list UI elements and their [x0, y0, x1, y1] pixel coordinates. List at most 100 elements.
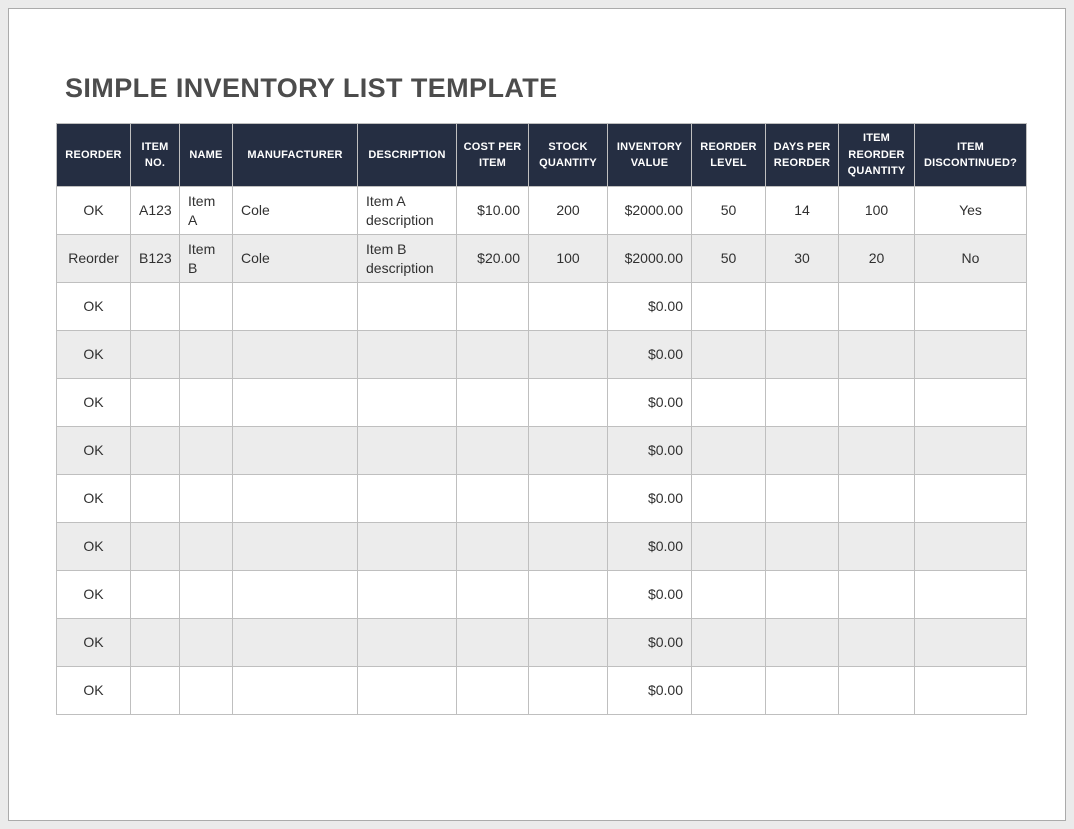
cell-item-reorder-quantity[interactable]	[838, 282, 915, 331]
cell-stock-quantity[interactable]	[528, 522, 608, 571]
cell-item-discontinued[interactable]	[914, 666, 1027, 715]
cell-days-per-reorder[interactable]: 14	[765, 186, 839, 235]
cell-item-reorder-quantity[interactable]	[838, 570, 915, 619]
cell-reorder[interactable]: OK	[56, 666, 131, 715]
cell-cost-per-item[interactable]	[456, 330, 529, 379]
col-header-cost-per-item[interactable]: COST PER ITEM	[456, 123, 529, 187]
cell-reorder-level[interactable]	[691, 426, 766, 475]
cell-description[interactable]: Item B description	[357, 234, 457, 283]
cell-item-reorder-quantity[interactable]	[838, 330, 915, 379]
cell-name[interactable]: Item B	[179, 234, 233, 283]
cell-description[interactable]	[357, 666, 457, 715]
cell-manufacturer[interactable]: Cole	[232, 234, 358, 283]
cell-days-per-reorder[interactable]	[765, 618, 839, 667]
cell-item-no[interactable]	[130, 666, 180, 715]
cell-name[interactable]	[179, 618, 233, 667]
cell-reorder-level[interactable]	[691, 330, 766, 379]
cell-reorder[interactable]: OK	[56, 474, 131, 523]
col-header-item-reorder-quantity[interactable]: ITEM REORDER QUANTITY	[838, 123, 915, 187]
cell-item-no[interactable]	[130, 282, 180, 331]
cell-item-discontinued[interactable]	[914, 426, 1027, 475]
cell-item-no[interactable]	[130, 522, 180, 571]
cell-item-discontinued[interactable]: Yes	[914, 186, 1027, 235]
cell-item-reorder-quantity[interactable]	[838, 618, 915, 667]
cell-inventory-value[interactable]: $2000.00	[607, 186, 692, 235]
cell-days-per-reorder[interactable]	[765, 282, 839, 331]
cell-name[interactable]	[179, 282, 233, 331]
cell-days-per-reorder[interactable]	[765, 474, 839, 523]
cell-item-reorder-quantity[interactable]: 20	[838, 234, 915, 283]
cell-manufacturer[interactable]	[232, 618, 358, 667]
cell-reorder-level[interactable]	[691, 474, 766, 523]
cell-name[interactable]: Item A	[179, 186, 233, 235]
col-header-description[interactable]: DESCRIPTION	[357, 123, 457, 187]
col-header-item-discontinued[interactable]: ITEM DISCONTINUED?	[914, 123, 1027, 187]
col-header-manufacturer[interactable]: MANUFACTURER	[232, 123, 358, 187]
cell-item-discontinued[interactable]: No	[914, 234, 1027, 283]
cell-name[interactable]	[179, 330, 233, 379]
cell-manufacturer[interactable]	[232, 522, 358, 571]
cell-item-discontinued[interactable]	[914, 330, 1027, 379]
cell-inventory-value[interactable]: $0.00	[607, 378, 692, 427]
cell-cost-per-item[interactable]	[456, 378, 529, 427]
cell-manufacturer[interactable]	[232, 330, 358, 379]
cell-stock-quantity[interactable]	[528, 666, 608, 715]
cell-item-reorder-quantity[interactable]	[838, 522, 915, 571]
cell-cost-per-item[interactable]	[456, 666, 529, 715]
cell-item-reorder-quantity[interactable]	[838, 378, 915, 427]
cell-cost-per-item[interactable]	[456, 426, 529, 475]
cell-item-reorder-quantity[interactable]	[838, 474, 915, 523]
cell-reorder-level[interactable]	[691, 666, 766, 715]
cell-reorder[interactable]: OK	[56, 282, 131, 331]
cell-reorder[interactable]: OK	[56, 330, 131, 379]
cell-days-per-reorder[interactable]	[765, 426, 839, 475]
cell-item-no[interactable]	[130, 426, 180, 475]
cell-item-discontinued[interactable]	[914, 618, 1027, 667]
cell-inventory-value[interactable]: $0.00	[607, 330, 692, 379]
cell-reorder-level[interactable]	[691, 282, 766, 331]
cell-name[interactable]	[179, 378, 233, 427]
cell-cost-per-item[interactable]	[456, 618, 529, 667]
cell-inventory-value[interactable]: $0.00	[607, 666, 692, 715]
col-header-days-per-reorder[interactable]: DAYS PER REORDER	[765, 123, 839, 187]
col-header-stock-quantity[interactable]: STOCK QUANTITY	[528, 123, 608, 187]
cell-cost-per-item[interactable]	[456, 474, 529, 523]
cell-stock-quantity[interactable]: 100	[528, 234, 608, 283]
cell-name[interactable]	[179, 570, 233, 619]
cell-name[interactable]	[179, 522, 233, 571]
col-header-reorder[interactable]: REORDER	[56, 123, 131, 187]
cell-stock-quantity[interactable]	[528, 378, 608, 427]
cell-manufacturer[interactable]: Cole	[232, 186, 358, 235]
cell-item-no[interactable]: A123	[130, 186, 180, 235]
cell-item-discontinued[interactable]	[914, 282, 1027, 331]
cell-description[interactable]	[357, 426, 457, 475]
cell-reorder[interactable]: OK	[56, 618, 131, 667]
cell-description[interactable]	[357, 378, 457, 427]
cell-manufacturer[interactable]	[232, 666, 358, 715]
col-header-name[interactable]: NAME	[179, 123, 233, 187]
cell-item-discontinued[interactable]	[914, 474, 1027, 523]
cell-reorder-level[interactable]	[691, 378, 766, 427]
cell-days-per-reorder[interactable]	[765, 570, 839, 619]
cell-item-no[interactable]	[130, 618, 180, 667]
cell-item-reorder-quantity[interactable]	[838, 426, 915, 475]
cell-reorder[interactable]: OK	[56, 570, 131, 619]
cell-manufacturer[interactable]	[232, 282, 358, 331]
cell-manufacturer[interactable]	[232, 474, 358, 523]
cell-description[interactable]	[357, 330, 457, 379]
cell-stock-quantity[interactable]: 200	[528, 186, 608, 235]
cell-reorder[interactable]: Reorder	[56, 234, 131, 283]
cell-inventory-value[interactable]: $2000.00	[607, 234, 692, 283]
cell-inventory-value[interactable]: $0.00	[607, 618, 692, 667]
cell-reorder[interactable]: OK	[56, 378, 131, 427]
cell-inventory-value[interactable]: $0.00	[607, 426, 692, 475]
cell-item-no[interactable]	[130, 570, 180, 619]
cell-name[interactable]	[179, 474, 233, 523]
cell-reorder-level[interactable]: 50	[691, 186, 766, 235]
cell-stock-quantity[interactable]	[528, 618, 608, 667]
cell-item-no[interactable]: B123	[130, 234, 180, 283]
cell-description[interactable]	[357, 618, 457, 667]
cell-days-per-reorder[interactable]	[765, 378, 839, 427]
cell-reorder[interactable]: OK	[56, 186, 131, 235]
cell-stock-quantity[interactable]	[528, 282, 608, 331]
